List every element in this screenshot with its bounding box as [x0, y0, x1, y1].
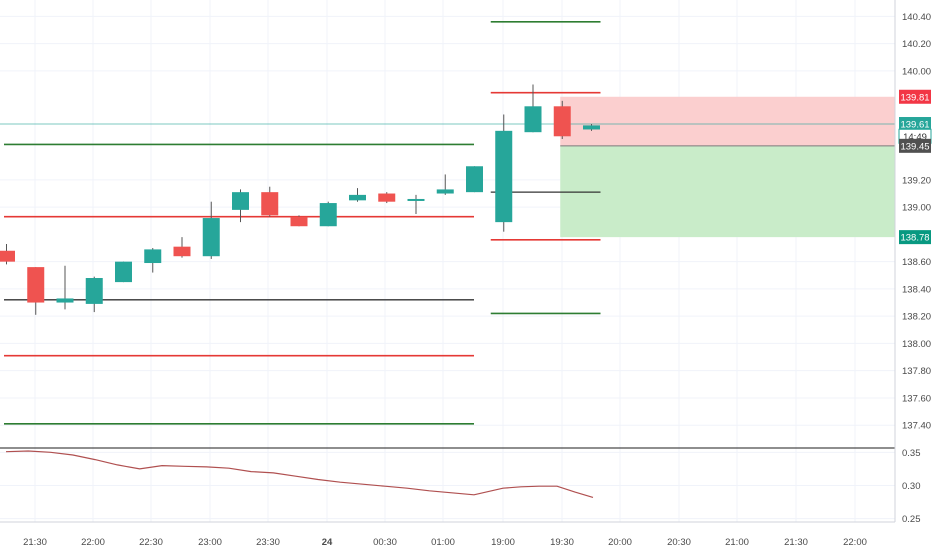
candle: [495, 114, 513, 232]
candle: [524, 84, 542, 133]
price-label-text: 139.81: [900, 92, 929, 103]
candle-body: [407, 198, 425, 201]
y-tick-label: 138.60: [902, 257, 931, 268]
candle: [290, 215, 308, 227]
candle-body: [144, 249, 162, 264]
candle-body: [524, 106, 542, 133]
candle: [115, 261, 132, 283]
x-tick-label: 21:00: [725, 537, 749, 548]
grid: [0, 0, 895, 522]
x-tick-label: 24: [322, 537, 333, 548]
candle-body: [378, 193, 396, 202]
x-tick-label: 19:00: [491, 537, 515, 548]
candle-body: [56, 298, 74, 303]
x-tick-label: 23:00: [198, 537, 222, 548]
x-tick-label: 22:00: [81, 537, 105, 548]
price-label-bg: [899, 89, 931, 104]
x-tick-label: 23:30: [256, 537, 280, 548]
y-tick-label: 139.20: [902, 175, 931, 186]
candle-body: [232, 192, 249, 210]
candle-body: [495, 130, 513, 223]
price-label-bg: [899, 138, 931, 153]
candle-body: [173, 246, 191, 257]
y-tick-label: 137.60: [902, 393, 931, 404]
y-tick-label: 137.80: [902, 366, 931, 377]
price-label-bg: [899, 230, 931, 245]
candle-body: [0, 250, 15, 262]
candle: [85, 276, 103, 313]
candle: [553, 100, 571, 140]
candle: [407, 194, 425, 214]
candle-body: [115, 261, 132, 283]
y-tick-label: 137.40: [902, 421, 931, 432]
candle-body: [202, 218, 220, 257]
x-tick-label: 21:30: [784, 537, 808, 548]
candle: [466, 166, 483, 193]
y-tick-label: 140.40: [902, 12, 931, 23]
price-label-text: 14:49: [903, 132, 927, 143]
candle: [173, 237, 191, 258]
candle-body: [466, 166, 483, 193]
x-tick-label: 01:00: [431, 537, 455, 548]
y-tick-label: 138.40: [902, 284, 931, 295]
candles: [0, 84, 600, 315]
price-label: 139.81: [899, 89, 931, 104]
y-tick-label: 138.20: [902, 312, 931, 323]
candle: [144, 248, 162, 273]
stop-loss-zone: [560, 96, 895, 146]
x-tick-label: 19:30: [550, 537, 574, 548]
candle: [378, 192, 396, 204]
price-label: 139.45: [899, 138, 931, 153]
x-tick-label: 22:30: [139, 537, 163, 548]
candle-body: [27, 267, 45, 303]
price-label-bg: [899, 117, 931, 132]
candle: [27, 267, 45, 315]
position-zones: [0, 96, 895, 238]
x-tick-label: 21:30: [23, 537, 47, 548]
oscillator-line: [5, 450, 594, 498]
price-label-text: 139.45: [900, 141, 929, 152]
candle-body: [436, 189, 454, 194]
y-tick-label: 138.00: [902, 339, 931, 350]
candle-body: [553, 106, 571, 137]
y-tick-label: 139.00: [902, 203, 931, 214]
candle-body: [261, 192, 279, 216]
y-tick-label: 140.00: [902, 66, 931, 77]
candle: [436, 174, 454, 195]
price-label: 138.78: [899, 230, 931, 245]
candle-body: [290, 216, 308, 227]
candle-body: [583, 125, 600, 130]
price-label: 139.61: [899, 117, 931, 132]
candle: [232, 189, 249, 223]
x-tick-label: 00:30: [373, 537, 397, 548]
candle: [261, 186, 279, 217]
candle: [202, 201, 220, 259]
y-tick-label: 140.20: [902, 39, 931, 50]
x-tick-label: 20:00: [608, 537, 632, 548]
candle-body: [319, 203, 337, 227]
take-profit-zone: [560, 145, 895, 238]
price-label-text: 138.78: [900, 233, 929, 244]
osc-y-tick-label: 0.35: [902, 448, 921, 459]
candle: [349, 188, 366, 202]
price-label-text: 139.61: [900, 120, 929, 131]
x-tick-label: 20:30: [667, 537, 691, 548]
candle-body: [85, 278, 103, 304]
oscillator-pane: [5, 450, 594, 498]
x-tick-label: 22:00: [843, 537, 867, 548]
candle-body: [349, 194, 366, 201]
osc-y-tick-label: 0.30: [902, 481, 921, 492]
candle: [319, 201, 337, 227]
candle: [583, 124, 600, 131]
osc-y-tick-label: 0.25: [902, 514, 921, 525]
candle: [0, 243, 15, 265]
candle: [56, 265, 74, 310]
level-lines: [4, 21, 601, 425]
